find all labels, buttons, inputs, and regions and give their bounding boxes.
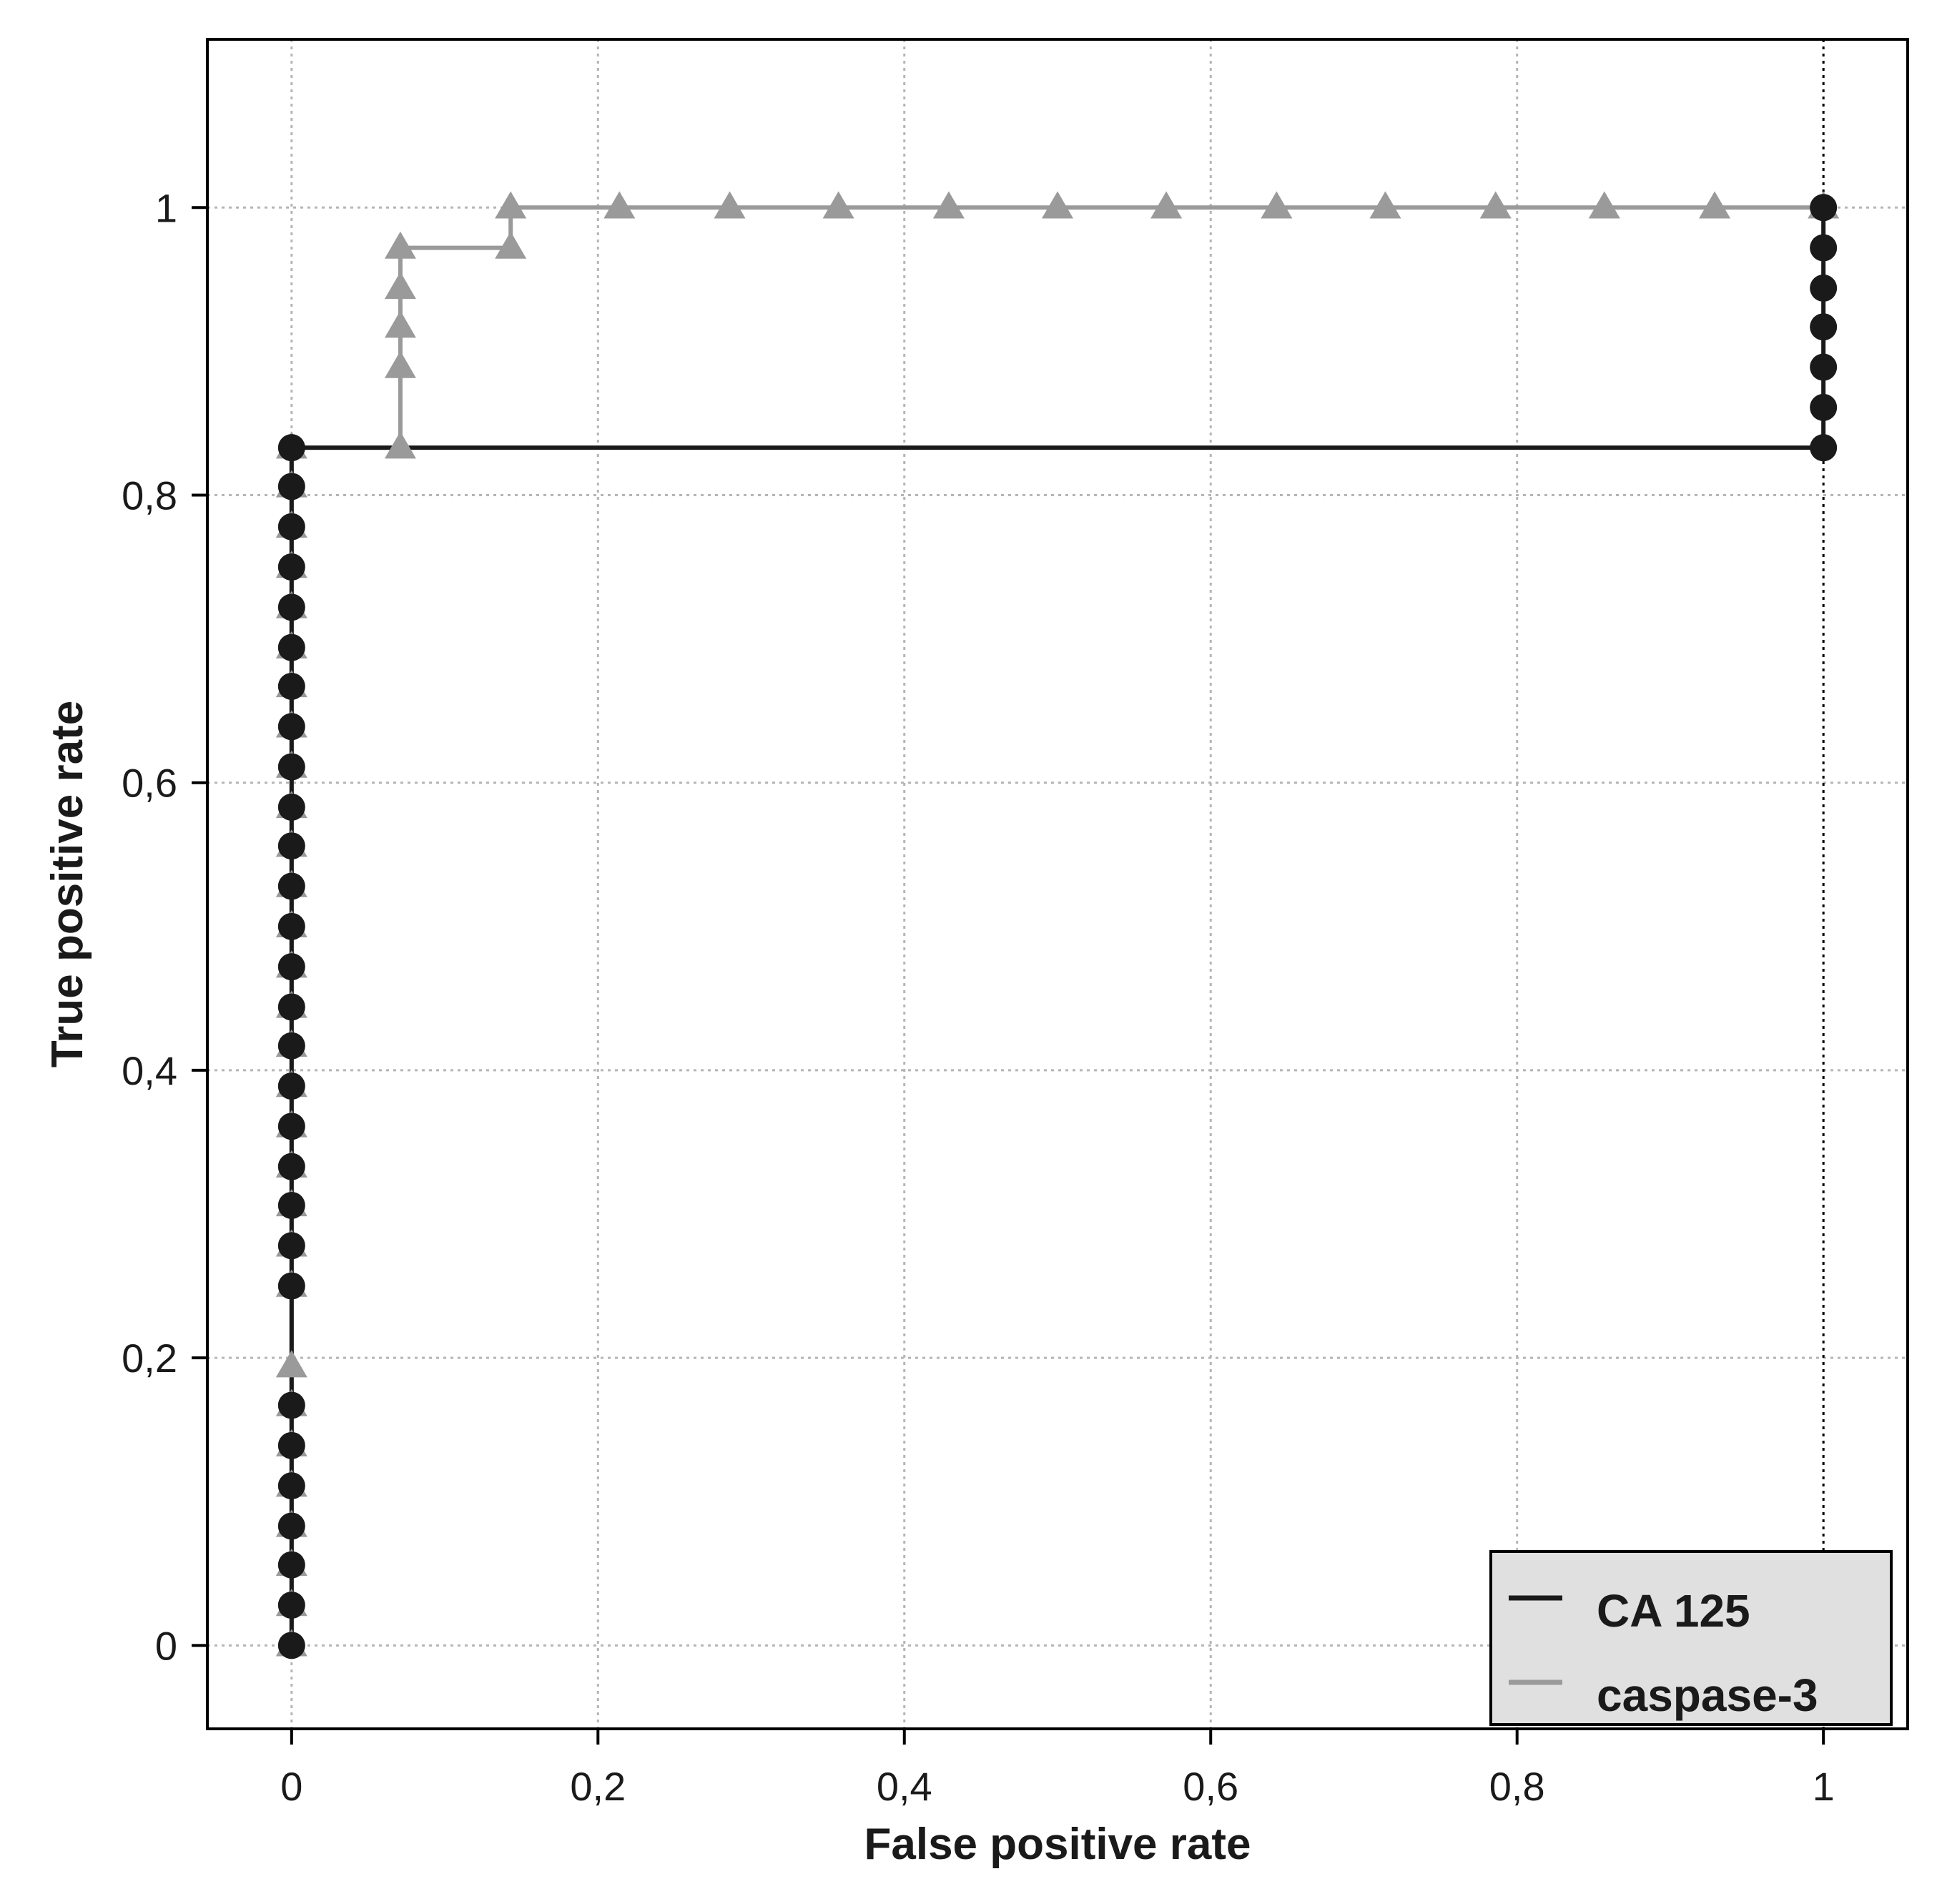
point-ca125 — [277, 1472, 305, 1500]
point-ca125 — [1810, 353, 1838, 381]
point-ca125 — [277, 434, 305, 462]
point-ca125 — [277, 1032, 305, 1060]
x-tick-label: 0 — [280, 1764, 302, 1809]
y-tick-label: 0,2 — [122, 1336, 177, 1381]
point-caspase3 — [932, 191, 965, 219]
point-ca125 — [1810, 313, 1838, 341]
point-caspase3 — [384, 350, 416, 378]
point-caspase3 — [1261, 191, 1293, 219]
point-ca125 — [277, 553, 305, 581]
point-ca125 — [277, 1191, 305, 1219]
point-ca125 — [277, 1592, 305, 1619]
y-tick-label: 0,4 — [122, 1048, 177, 1093]
point-ca125 — [277, 1113, 305, 1140]
x-tick-label: 0,8 — [1489, 1764, 1545, 1809]
point-ca125 — [277, 1153, 305, 1180]
point-caspase3 — [822, 191, 854, 219]
legend-label-caspase3: caspase-3 — [1597, 1669, 1818, 1721]
x-tick-label: 0,6 — [1183, 1764, 1238, 1809]
point-ca125 — [1810, 194, 1838, 222]
point-caspase3 — [1042, 191, 1073, 219]
point-caspase3 — [1479, 191, 1512, 219]
point-ca125 — [277, 793, 305, 821]
point-ca125 — [277, 1512, 305, 1540]
point-caspase3 — [1369, 191, 1401, 219]
point-caspase3 — [714, 191, 746, 219]
point-ca125 — [277, 912, 305, 940]
y-tick-label: 1 — [155, 185, 177, 230]
point-ca125 — [277, 1072, 305, 1100]
y-tick-label: 0,6 — [122, 761, 177, 806]
point-ca125 — [277, 753, 305, 781]
x-tick-label: 0,4 — [877, 1764, 932, 1809]
point-ca125 — [277, 953, 305, 981]
point-ca125 — [1810, 274, 1838, 302]
point-ca125 — [277, 1232, 305, 1260]
point-ca125 — [277, 593, 305, 621]
point-ca125 — [277, 713, 305, 741]
point-ca125 — [277, 473, 305, 500]
point-caspase3 — [384, 431, 416, 459]
point-caspase3 — [384, 272, 416, 300]
point-ca125 — [277, 872, 305, 900]
point-ca125 — [1810, 234, 1838, 262]
series-markers — [275, 191, 1840, 1659]
point-caspase3 — [275, 1350, 307, 1378]
legend: CA 125 caspase-3 — [1489, 1550, 1893, 1726]
y-tick-label: 0,8 — [122, 473, 177, 518]
point-caspase3 — [384, 310, 416, 338]
point-ca125 — [1810, 393, 1838, 421]
y-tick-label: 0 — [155, 1623, 177, 1668]
point-ca125 — [277, 672, 305, 700]
y-axis-title: True positive rate — [43, 701, 92, 1067]
point-ca125 — [1810, 434, 1838, 462]
plot-frame — [206, 38, 1909, 1730]
point-caspase3 — [495, 231, 527, 259]
point-ca125 — [277, 1632, 305, 1659]
point-caspase3 — [1699, 191, 1731, 219]
x-axis-title: False positive rate — [864, 1820, 1251, 1869]
point-ca125 — [277, 1391, 305, 1419]
point-caspase3 — [1150, 191, 1183, 219]
point-ca125 — [277, 513, 305, 541]
point-ca125 — [277, 1431, 305, 1459]
point-caspase3 — [603, 191, 636, 219]
point-caspase3 — [495, 191, 527, 219]
point-caspase3 — [1588, 191, 1620, 219]
x-tick-label: 1 — [1813, 1764, 1835, 1809]
point-ca125 — [277, 633, 305, 661]
point-ca125 — [277, 993, 305, 1021]
legend-label-ca125: CA 125 — [1597, 1585, 1750, 1637]
point-ca125 — [277, 1551, 305, 1579]
legend-box — [1489, 1550, 1893, 1726]
axis-ticks — [192, 206, 1825, 1745]
x-tick-label: 0,2 — [570, 1764, 626, 1809]
tick-labels: 0 0,2 0,4 0,6 0,8 1 0 0,2 0,4 0,6 0,8 1 — [122, 185, 1835, 1809]
point-ca125 — [277, 1272, 305, 1300]
point-ca125 — [277, 832, 305, 860]
point-caspase3 — [384, 231, 416, 259]
